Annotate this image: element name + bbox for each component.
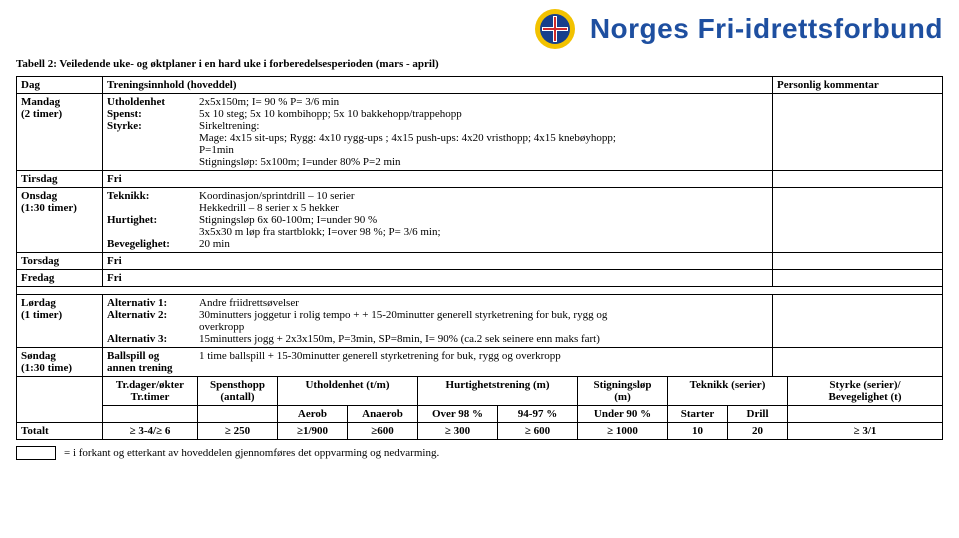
th-hurt: Hurtighetstrening (m) bbox=[418, 377, 578, 406]
page-header: Norges Fri-idrettsforbund bbox=[16, 8, 943, 50]
table-row: FredagFri bbox=[17, 270, 943, 287]
cell-content: Teknikk:Koordinasjon/sprintdrill – 10 se… bbox=[103, 188, 773, 253]
table-row: Mandag(2 timer)Utholdenhet2x5x150m; I= 9… bbox=[17, 94, 943, 171]
totals-sub-row: AerobAnaerob Over 98 %94-97 % Under 90 %… bbox=[17, 406, 943, 423]
totalt-label: Totalt bbox=[17, 423, 103, 440]
table-row: Lørdag(1 timer)Alternativ 1:Andre friidr… bbox=[17, 295, 943, 348]
th-spenst: Spensthopp(antall) bbox=[198, 377, 278, 406]
totals-table: Tr.dager/økterTr.timer Spensthopp(antall… bbox=[16, 376, 943, 440]
cell-content: Fri bbox=[103, 171, 773, 188]
cell-day: Onsdag(1:30 timer) bbox=[17, 188, 103, 253]
cell-content: Fri bbox=[103, 253, 773, 270]
th-trdager: Tr.dager/økterTr.timer bbox=[103, 377, 198, 406]
table-header-row: Dag Treningsinnhold (hoveddel) Personlig… bbox=[17, 77, 943, 94]
col-kommentar: Personlig kommentar bbox=[773, 77, 943, 94]
cell-comment bbox=[773, 171, 943, 188]
footnote: = i forkant og etterkant av hoveddelen g… bbox=[16, 446, 943, 460]
table-row: TirsdagFri bbox=[17, 171, 943, 188]
cell-content: Ballspill og1 time ballspill + 15-30minu… bbox=[103, 348, 773, 377]
table-row: Onsdag(1:30 timer)Teknikk:Koordinasjon/s… bbox=[17, 188, 943, 253]
cell-content: Utholdenhet2x5x150m; I= 90 % P= 3/6 minS… bbox=[103, 94, 773, 171]
table-row: TorsdagFri bbox=[17, 253, 943, 270]
cell-day: Torsdag bbox=[17, 253, 103, 270]
totals-header-row: Tr.dager/økterTr.timer Spensthopp(antall… bbox=[17, 377, 943, 406]
totals-values-row: Totalt ≥ 3-4/≥ 6≥ 250≥1/900≥600 ≥ 300≥ 6… bbox=[17, 423, 943, 440]
federation-logo-icon bbox=[534, 8, 576, 50]
cell-day: Tirsdag bbox=[17, 171, 103, 188]
th-stig: Stigningsløp(m) bbox=[578, 377, 668, 406]
th-tek: Teknikk (serier) bbox=[668, 377, 788, 406]
cell-comment bbox=[773, 348, 943, 377]
table-caption: Tabell 2: Veiledende uke- og øktplaner i… bbox=[16, 58, 943, 70]
training-table: Dag Treningsinnhold (hoveddel) Personlig… bbox=[16, 76, 943, 377]
cell-content: Fri bbox=[103, 270, 773, 287]
cell-comment bbox=[773, 270, 943, 287]
org-title: Norges Fri-idrettsforbund bbox=[590, 13, 943, 45]
cell-day: Mandag(2 timer) bbox=[17, 94, 103, 171]
cell-comment bbox=[773, 188, 943, 253]
footnote-swatch bbox=[16, 446, 56, 460]
cell-day: Lørdag(1 timer) bbox=[17, 295, 103, 348]
th-uthold: Utholdenhet (t/m) bbox=[278, 377, 418, 406]
col-innhold: Treningsinnhold (hoveddel) bbox=[103, 77, 773, 94]
col-dag: Dag bbox=[17, 77, 103, 94]
cell-comment bbox=[773, 94, 943, 171]
footnote-text: = i forkant og etterkant av hoveddelen g… bbox=[64, 447, 439, 459]
th-styrke: Styrke (serier)/Bevegelighet (t) bbox=[788, 377, 943, 406]
cell-comment bbox=[773, 253, 943, 270]
table-row: Søndag(1:30 time)Ballspill og1 time ball… bbox=[17, 348, 943, 377]
cell-content: Alternativ 1:Andre friidrettsøvelserAlte… bbox=[103, 295, 773, 348]
cell-comment bbox=[773, 295, 943, 348]
cell-day: Søndag(1:30 time) bbox=[17, 348, 103, 377]
cell-day: Fredag bbox=[17, 270, 103, 287]
